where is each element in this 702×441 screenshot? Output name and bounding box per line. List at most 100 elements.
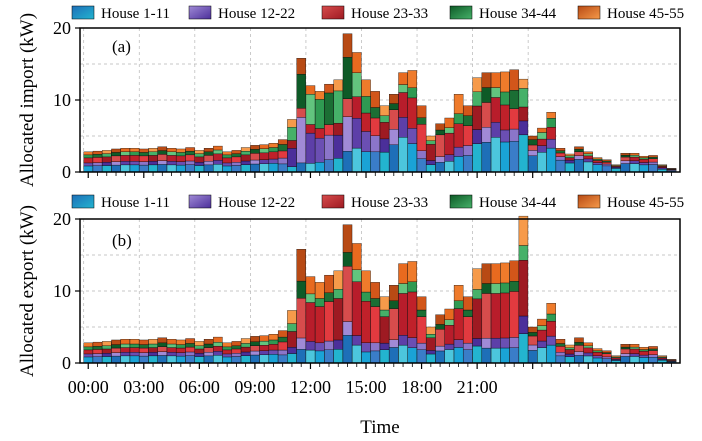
bar-segment-house-1-11: [565, 356, 575, 364]
bar-segment-house-23-33: [83, 157, 93, 164]
bar-segment-house-45-55: [213, 336, 223, 343]
bar-segment-house-34-44: [324, 292, 334, 302]
bar-segment-house-23-33: [453, 123, 464, 148]
bar-segment-house-12-22: [268, 158, 279, 164]
bar-segment-house-1-11: [490, 137, 501, 173]
legend-label: House 1-11: [101, 195, 170, 211]
legend-swatch-house-45-55: [577, 5, 601, 20]
bar-segment-house-34-44: [379, 115, 390, 123]
bar-segment-house-34-44: [379, 309, 390, 317]
bar-segment-house-1-11: [250, 163, 260, 173]
bar-segment-house-1-11: [592, 357, 603, 364]
bar-segment-house-45-55: [120, 148, 130, 152]
bar-segment-house-45-55: [324, 274, 334, 293]
bar-segment-house-12-22: [259, 159, 269, 164]
bar-segment-house-34-44: [426, 140, 436, 145]
bar-segment-house-34-44: [435, 129, 445, 136]
bar-segment-house-23-33: [185, 154, 195, 162]
bar-segment-house-34-44: [435, 324, 445, 330]
bar-segment-house-23-33: [259, 152, 269, 160]
bar-segment-house-23-33: [472, 105, 482, 130]
bar-segment-house-12-22: [287, 148, 297, 167]
legend-swatch-house-23-33: [321, 5, 345, 20]
bar-segment-house-23-33: [213, 153, 223, 161]
panel-a: 0 10 20 (a) Allocated import (kW) House 1-…: [17, 5, 684, 187]
bar-segment-house-34-44: [352, 269, 362, 282]
bar-segment-house-45-55: [352, 243, 362, 270]
bar-segment-house-1-11: [92, 356, 103, 364]
panel-a-bars: [83, 33, 677, 173]
bar-segment-house-23-33: [527, 335, 538, 346]
bar-segment-house-45-55: [602, 159, 612, 162]
bar-segment-house-12-22: [602, 163, 612, 167]
bar-segment-house-12-22: [83, 353, 93, 358]
bar-segment-house-12-22: [648, 161, 658, 165]
bar-segment-house-45-55: [203, 339, 214, 345]
bar-segment-house-23-33: [120, 347, 130, 353]
bar-segment-house-1-11: [352, 344, 362, 364]
bar-segment-house-23-33: [398, 293, 408, 336]
bar-segment-house-1-11: [407, 143, 418, 173]
bar-segment-house-34-44: [370, 298, 380, 307]
bar-segment-house-34-44: [120, 151, 130, 156]
bar-segment-house-1-11: [481, 347, 492, 364]
bar-segment-house-12-22: [352, 335, 362, 346]
bar-segment-house-23-33: [268, 344, 279, 351]
bar-segment-house-34-44: [259, 340, 269, 346]
bar-segment-house-23-33: [287, 140, 297, 149]
bar-segment-house-23-33: [120, 155, 130, 162]
panel-b: 0 10 20 00:00 03:00 06:00 09:00 12:00 15:00 18:0…: [17, 194, 684, 438]
bar-segment-house-23-33: [565, 349, 575, 355]
bar-segment-house-23-33: [370, 117, 380, 136]
bar-segment-house-34-44: [157, 150, 168, 155]
bar-segment-house-23-33: [518, 260, 529, 317]
bar-segment-house-23-33: [166, 347, 177, 353]
bar-segment-house-23-33: [444, 132, 455, 155]
bar-segment-house-23-33: [102, 156, 112, 163]
legend-label: House 23-33: [351, 6, 428, 22]
bar-segment-house-12-22: [222, 353, 232, 358]
bar-segment-house-34-44: [416, 117, 427, 125]
bar-segment-house-45-55: [277, 139, 288, 145]
bar-segment-house-34-44: [509, 281, 519, 292]
bar-segment-house-1-11: [416, 349, 427, 364]
bar-segment-house-12-22: [213, 351, 223, 356]
bar-segment-house-1-11: [416, 158, 427, 173]
panel-a-legend: House 1-11 House 12-22 House 23-33 House 34…: [71, 5, 684, 22]
bar-segment-house-1-11: [472, 143, 482, 173]
bar-segment-house-1-11: [342, 335, 353, 364]
bar-segment-house-1-11: [398, 137, 408, 173]
bar-segment-house-12-22: [92, 353, 103, 357]
bar-segment-house-34-44: [472, 91, 482, 107]
bar-segment-house-12-22: [389, 129, 399, 145]
bar-segment-house-45-55: [629, 344, 640, 348]
bar-segment-house-45-55: [527, 326, 538, 333]
bar-segment-house-23-33: [509, 108, 519, 130]
bar-segment-house-34-44: [592, 350, 603, 353]
bar-segment-house-45-55: [222, 342, 232, 348]
bar-segment-house-45-55: [472, 268, 482, 290]
panel-a-y-ticks: 0 10 20: [53, 18, 672, 182]
bar-segment-house-12-22: [83, 162, 93, 167]
bar-segment-house-1-11: [565, 162, 575, 173]
bar-segment-house-45-55: [287, 119, 297, 128]
bar-segment-house-1-11: [277, 354, 288, 364]
bar-segment-house-1-11: [583, 161, 593, 173]
panel-b-y-ticks: 0 10 20: [53, 209, 80, 373]
bar-segment-house-34-44: [481, 283, 492, 294]
bar-segment-house-34-44: [287, 127, 297, 141]
bar-segment-house-23-33: [305, 302, 316, 342]
bar-segment-house-45-55: [148, 339, 158, 345]
bar-segment-house-34-44: [333, 90, 343, 124]
bar-segment-house-12-22: [426, 350, 436, 355]
bar-segment-house-34-44: [370, 107, 380, 119]
bar-segment-house-34-44: [602, 352, 612, 354]
bar-segment-house-34-44: [629, 154, 640, 158]
bar-segment-house-45-55: [92, 341, 103, 347]
bar-segment-house-45-55: [352, 52, 362, 73]
bar-segment-house-1-11: [333, 158, 343, 173]
bar-segment-house-23-33: [370, 306, 380, 344]
y-tick-label: 20: [53, 209, 71, 229]
bar-segment-house-1-11: [583, 355, 593, 364]
bar-segment-house-45-55: [416, 296, 427, 311]
